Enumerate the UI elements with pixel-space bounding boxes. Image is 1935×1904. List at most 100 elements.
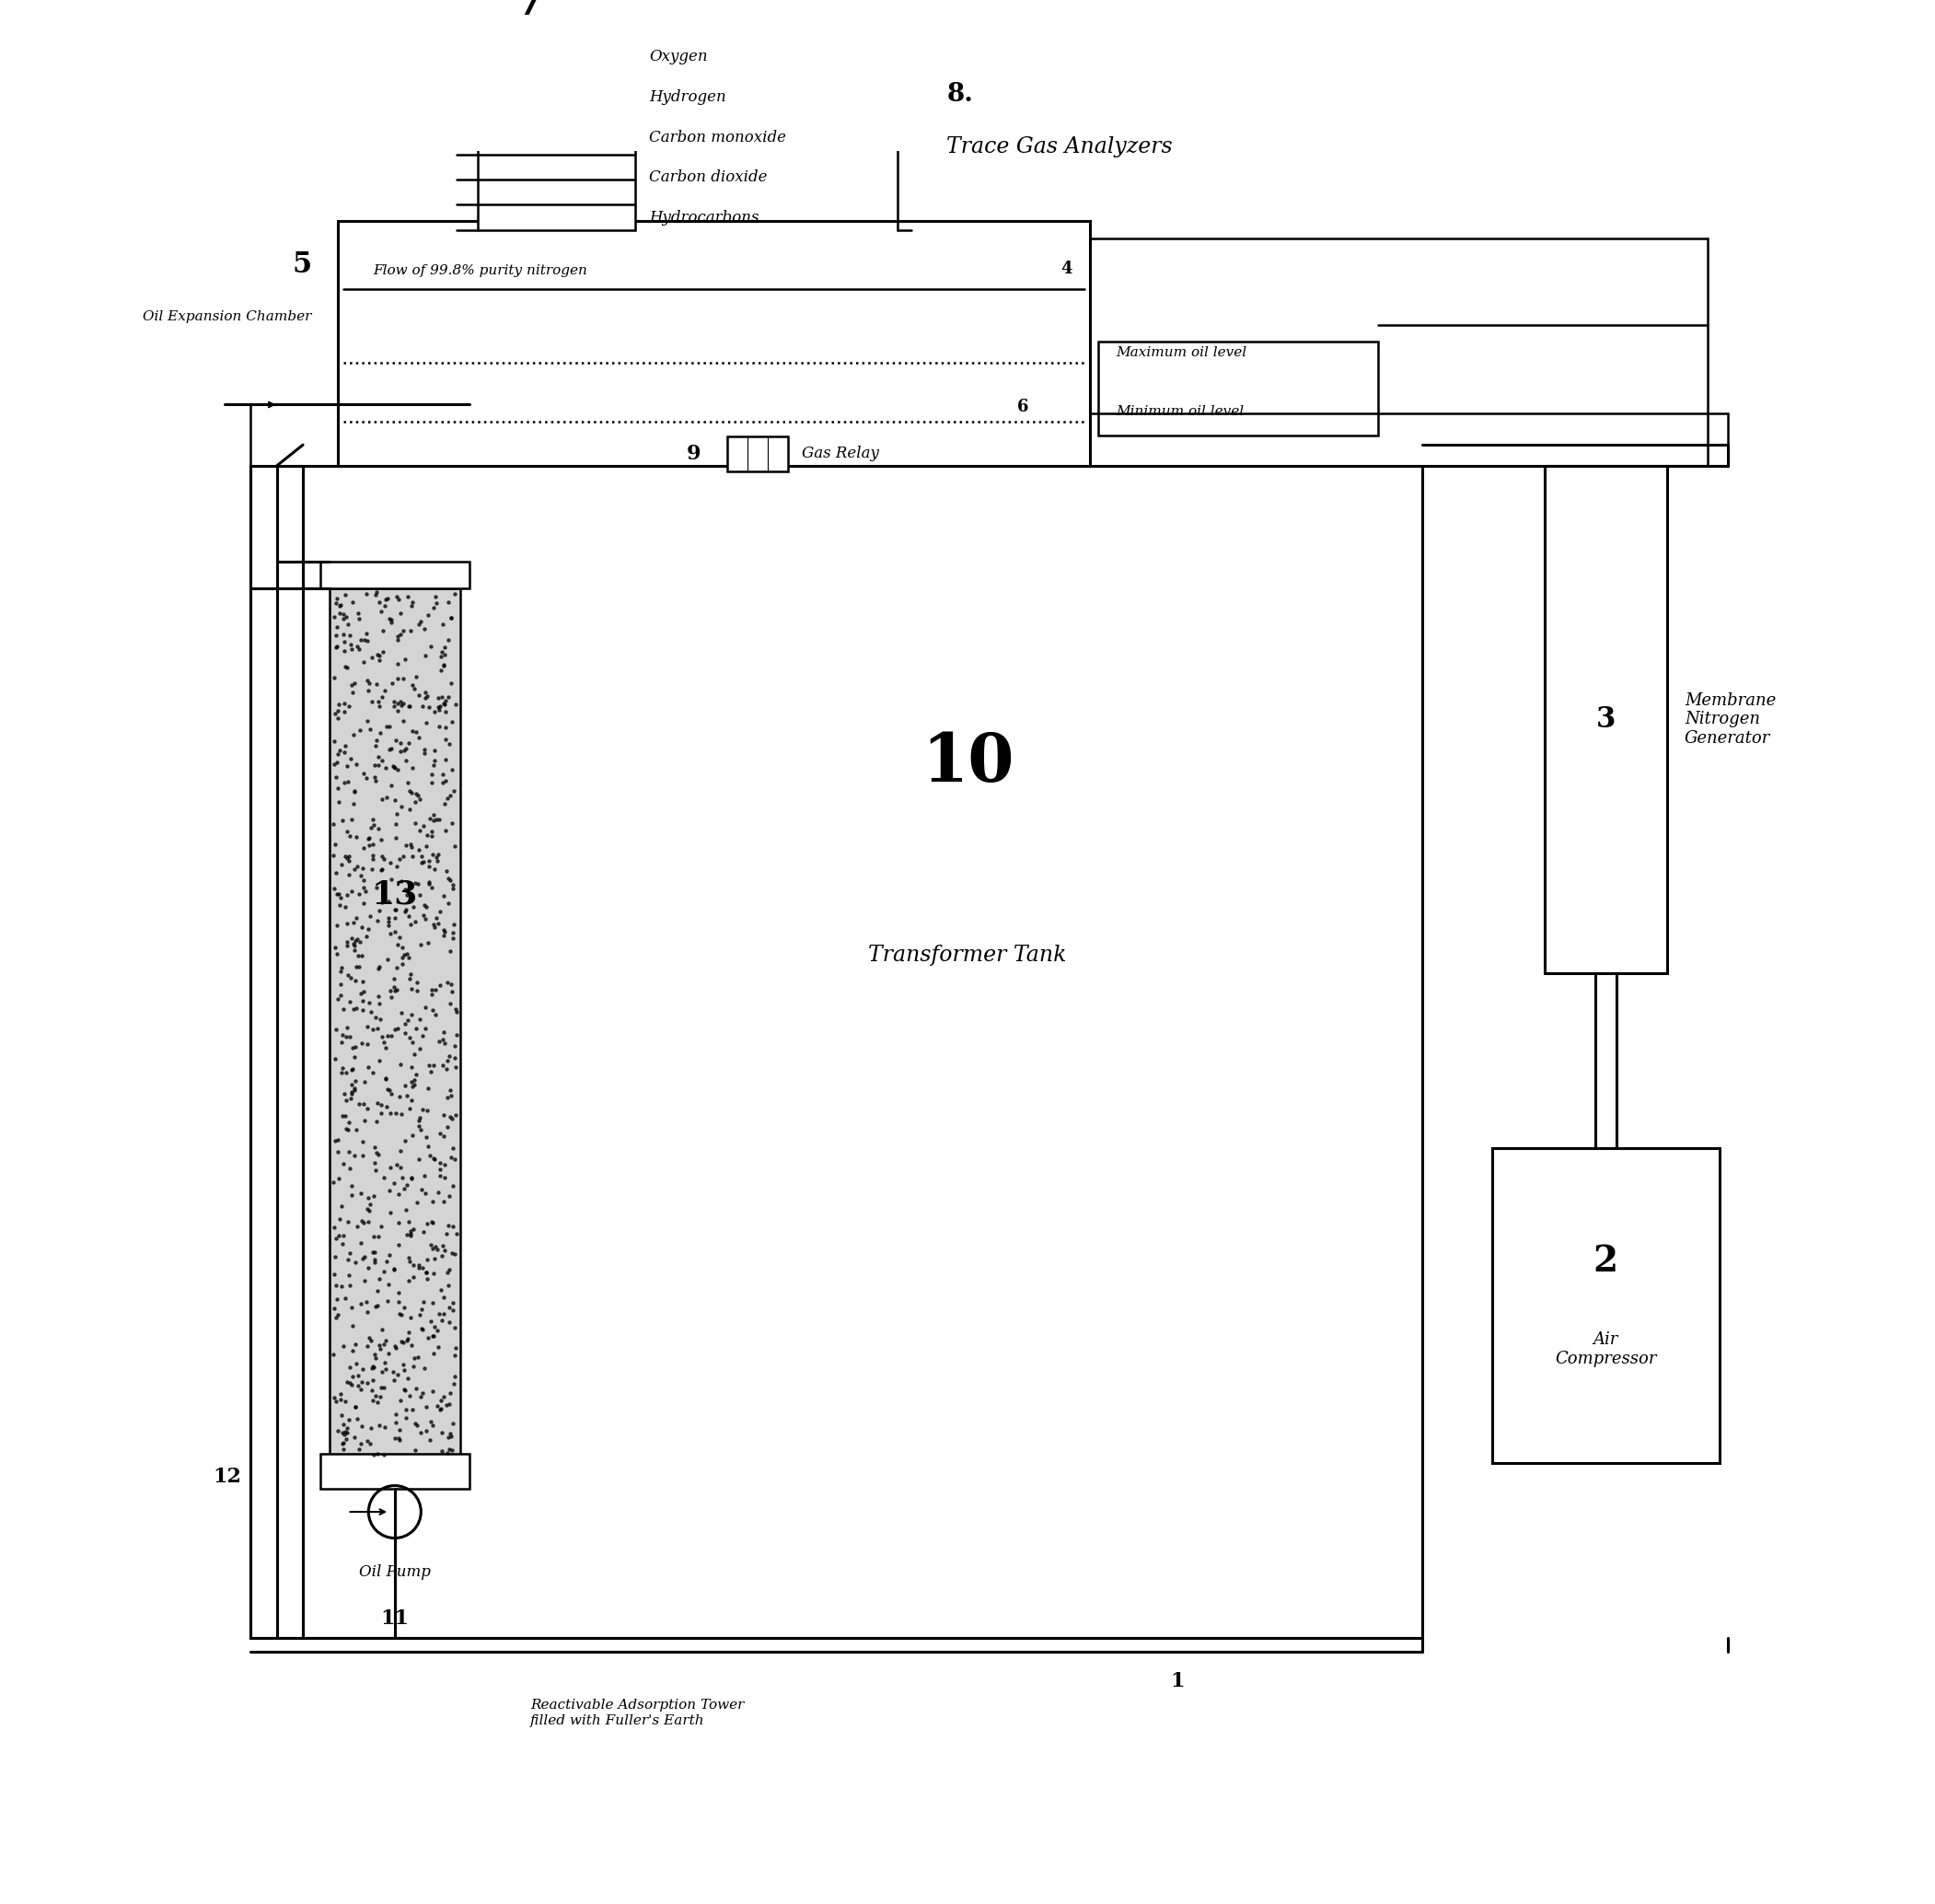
Point [426,1384,457,1415]
Point [426,897,457,927]
Point [401,1059,432,1089]
Point [327,1434,358,1464]
Point [358,1057,389,1087]
Bar [728,436,788,470]
Point [422,1392,453,1422]
Point [329,731,360,762]
Point [418,1411,449,1441]
Point [356,1354,387,1384]
Point [414,1424,445,1455]
Point [393,1323,424,1354]
Point [420,744,451,775]
Point [362,1276,393,1306]
Point [433,1211,464,1241]
Point [321,739,352,769]
Point [424,840,455,870]
Point [416,758,447,788]
Point [364,954,395,984]
Point [399,786,430,817]
Point [428,689,459,720]
Point [387,866,418,897]
Point [389,1375,420,1405]
Point [373,1099,404,1129]
Point [439,1340,470,1371]
Text: Oxygen: Oxygen [650,50,708,65]
Point [344,1089,375,1120]
Point [395,794,426,824]
Point [422,1234,453,1264]
Point [362,640,393,670]
Point [408,1021,439,1051]
Point [404,1104,435,1135]
Point [416,996,447,1026]
Point [323,786,354,817]
Point [404,722,435,752]
Point [350,764,381,794]
Point [402,1249,433,1279]
Point [344,714,375,744]
Point [385,727,416,758]
Point [379,963,410,994]
Point [410,1257,441,1287]
Point [362,1013,393,1043]
Point [397,842,428,872]
Point [432,967,462,998]
Point [370,1325,401,1356]
Point [344,979,375,1009]
Point [397,586,428,617]
Point [426,636,457,666]
Point [424,908,455,939]
Point [381,1150,412,1180]
Point [346,1205,377,1236]
Point [372,944,402,975]
Point [410,1257,441,1287]
Point [393,1241,424,1272]
Point [331,1417,362,1447]
Point [323,689,354,720]
Point [399,1342,430,1373]
Point [368,1329,399,1359]
Point [385,1135,416,1165]
Point [383,695,414,725]
Point [354,1253,385,1283]
Point [325,1192,356,1222]
Point [391,1017,422,1047]
Point [397,1163,428,1194]
Point [358,1386,389,1417]
Point [333,931,364,962]
Point [321,1302,352,1333]
Point [422,682,453,712]
Point [346,1354,377,1384]
Point [323,1220,354,1251]
Text: Hydrogen: Hydrogen [650,89,726,105]
Point [370,1413,401,1443]
Point [370,1032,401,1062]
Point [389,874,420,904]
Point [372,1074,402,1104]
Point [341,1329,372,1359]
Point [406,847,437,878]
Point [432,1219,462,1249]
Point [387,706,418,737]
Point [424,712,455,743]
Point [329,767,360,798]
Point [404,1382,435,1413]
Point [393,1005,424,1036]
Point [412,1095,443,1125]
Bar [339,221,1089,466]
Point [321,583,352,613]
Point [352,1182,383,1213]
Point [435,1420,466,1451]
Point [339,668,370,699]
Point [412,1072,443,1102]
Point [428,649,459,680]
Point [406,929,437,960]
Point [435,988,466,1019]
Point [433,1293,464,1323]
Point [341,851,372,882]
Point [346,1367,377,1398]
Point [433,1422,464,1453]
Point [339,1074,370,1104]
Point [373,1076,404,1106]
Point [420,902,451,933]
